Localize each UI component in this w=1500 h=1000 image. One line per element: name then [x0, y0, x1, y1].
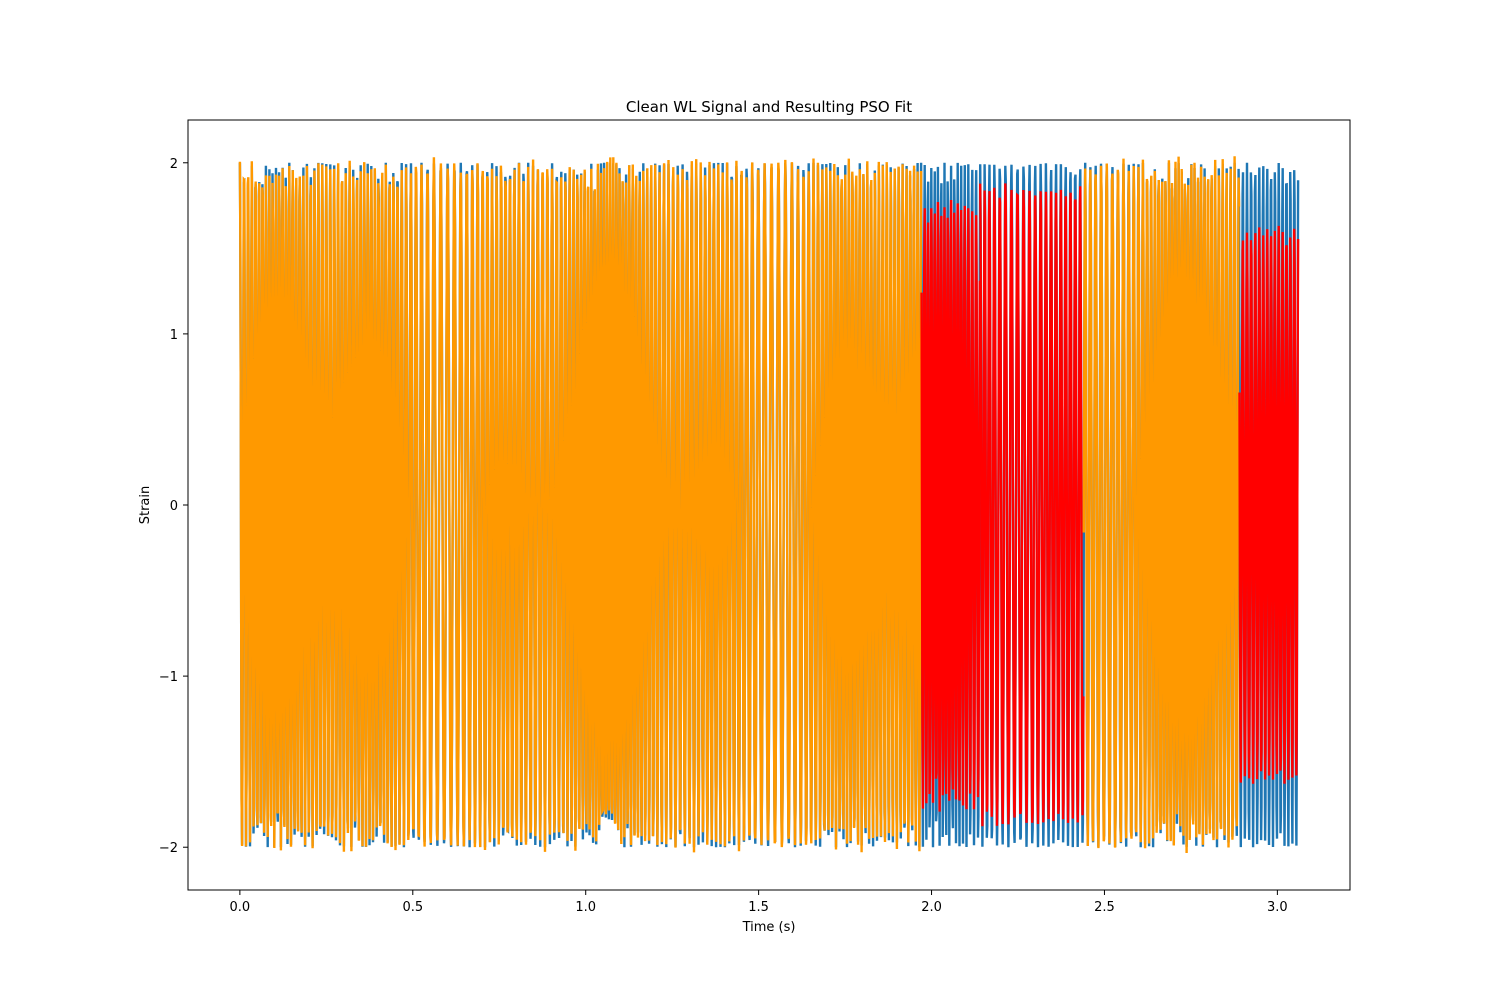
- fit-series-segment-4: [1238, 225, 1300, 784]
- x-axis: 0.0 0.5 1.0 1.5 2.0 2.5 3.0: [230, 890, 1288, 915]
- y-tick-label: 1: [170, 328, 178, 343]
- x-tick-label: 2.0: [921, 900, 942, 915]
- x-tick-label: 0.0: [230, 900, 251, 915]
- y-axis: −2 −1 0 1 2: [159, 157, 188, 856]
- x-tick-label: 3.0: [1267, 900, 1288, 915]
- fit-series-segment-0: [238, 157, 923, 853]
- x-tick-label: 1.0: [575, 900, 596, 915]
- x-axis-label: Time (s): [742, 920, 796, 935]
- plot-area: [238, 156, 1300, 854]
- chart-title: Clean WL Signal and Resulting PSO Fit: [626, 98, 912, 116]
- y-tick-label: 0: [170, 499, 178, 514]
- x-tick-label: 0.5: [402, 900, 423, 915]
- y-tick-label: −2: [159, 841, 178, 856]
- y-axis-label: Strain: [138, 486, 153, 525]
- x-tick-label: 2.5: [1094, 900, 1115, 915]
- y-tick-label: 2: [170, 157, 178, 172]
- x-tick-label: 1.5: [748, 900, 769, 915]
- fit-series-segment-1: [920, 199, 981, 812]
- fit-series-segment-3: [1082, 156, 1241, 854]
- fit-series-segment-2: [979, 183, 1085, 827]
- y-tick-label: −1: [159, 670, 178, 685]
